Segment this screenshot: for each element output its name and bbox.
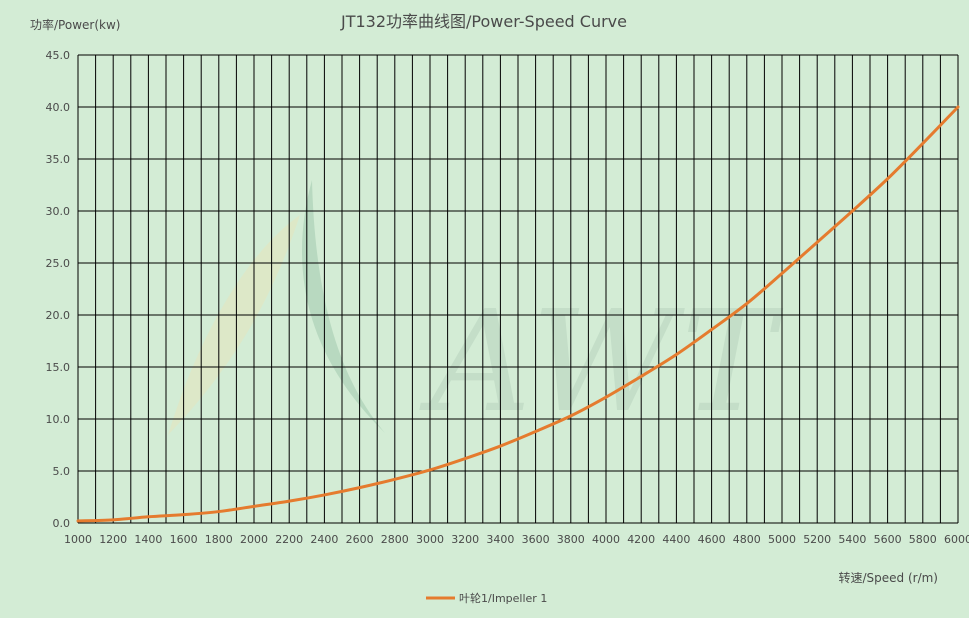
y-tick-label: 15.0 — [46, 361, 71, 374]
y-tick-label: 20.0 — [46, 309, 71, 322]
y-tick-label: 45.0 — [46, 49, 71, 62]
x-tick-label: 4400 — [662, 533, 690, 546]
x-tick-label: 1200 — [99, 533, 127, 546]
x-tick-label: 5000 — [768, 533, 796, 546]
awt-watermark-logo: AWT — [168, 180, 783, 444]
x-tick-label: 1400 — [134, 533, 162, 546]
x-tick-label: 1600 — [170, 533, 198, 546]
series-layer — [76, 105, 960, 523]
y-tick-label: 5.0 — [53, 465, 71, 478]
x-tick-label: 3200 — [451, 533, 479, 546]
legend-entry-label: 叶轮1/Impeller 1 — [459, 591, 547, 605]
y-tick-label: 30.0 — [46, 205, 71, 218]
watermark-leaf-left — [168, 215, 300, 435]
chart-title: JT132功率曲线图/Power-Speed Curve — [340, 12, 627, 31]
x-tick-label: 2000 — [240, 533, 268, 546]
x-tick-label: 3400 — [486, 533, 514, 546]
x-tick-label: 5200 — [803, 533, 831, 546]
y-axis-ticks: 0.0 5.0 10.0 15.0 20.0 25.0 30.0 35.0 40.0 45.0 — [46, 49, 71, 530]
y-tick-label: 40.0 — [46, 101, 71, 114]
legend: 叶轮1/Impeller 1 — [426, 591, 547, 605]
x-axis-ticks: 1000 1200 1400 1600 1800 2000 2200 2400 2600 2800… — [64, 533, 969, 546]
y-tick-label: 35.0 — [46, 153, 71, 166]
x-tick-label: 4200 — [627, 533, 655, 546]
x-tick-label: 5600 — [874, 533, 902, 546]
x-tick-label: 2600 — [346, 533, 374, 546]
x-tick-label: 3600 — [522, 533, 550, 546]
y-tick-label: 25.0 — [46, 257, 71, 270]
x-axis-label: 转速/Speed (r/m) — [838, 570, 938, 585]
x-tick-label: 2200 — [275, 533, 303, 546]
x-tick-label: 4000 — [592, 533, 620, 546]
x-tick-label: 1000 — [64, 533, 92, 546]
x-tick-label: 5400 — [838, 533, 866, 546]
x-tick-label: 2400 — [310, 533, 338, 546]
watermark-leaf-right — [301, 180, 385, 433]
y-axis-label: 功率/Power(kw) — [30, 17, 120, 32]
x-tick-label: 2800 — [381, 533, 409, 546]
y-tick-label: 0.0 — [53, 517, 71, 530]
x-tick-label: 3000 — [416, 533, 444, 546]
x-tick-label: 5800 — [909, 533, 937, 546]
grid — [77, 54, 959, 524]
x-tick-label: 3800 — [557, 533, 585, 546]
x-tick-label: 4600 — [698, 533, 726, 546]
y-tick-label: 10.0 — [46, 413, 71, 426]
x-tick-label: 6000 — [944, 533, 969, 546]
x-tick-label: 4800 — [733, 533, 761, 546]
watermark-logo-text: AWT — [419, 281, 783, 444]
series-line-impeller-1 — [76, 105, 960, 523]
x-tick-label: 1800 — [205, 533, 233, 546]
